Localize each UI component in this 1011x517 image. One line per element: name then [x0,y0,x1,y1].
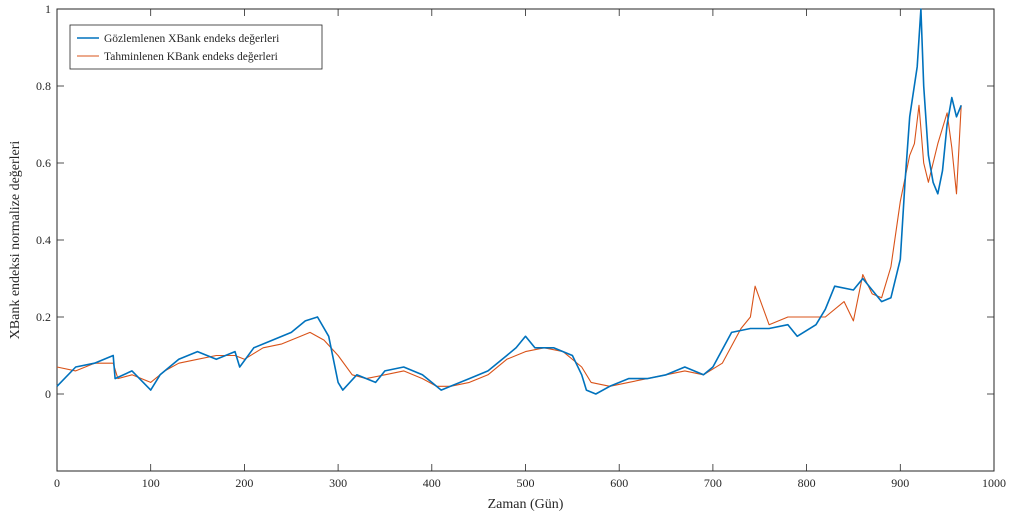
series-layer [56,8,962,395]
legend-label-observed: Gözlemlenen XBank endeks değerleri [104,33,279,45]
y-tick-label: 0.2 [36,310,51,324]
y-tick-label: 0.8 [36,79,51,93]
x-tick-label: 900 [891,476,909,490]
x-tick-label: 800 [798,476,816,490]
plot-area [56,8,995,472]
series-line-observed [56,8,962,395]
series-line-predicted [56,104,962,387]
legend: Gözlemlenen XBank endeks değerleri Tahmi… [69,24,323,70]
x-axis-label: Zaman (Gün) [488,497,564,512]
y-tick-label: 1 [45,2,51,16]
legend-box [69,24,323,70]
y-tick-label: 0 [45,387,51,401]
x-tick-label: 600 [610,476,628,490]
y-axis: 0 0.2 0.4 0.6 0.8 1 [36,2,994,401]
y-axis-label: XBank endeksi normalize değerleri [8,141,23,340]
x-tick-label: 400 [423,476,441,490]
y-tick-label: 0.6 [36,156,51,170]
x-tick-label: 0 [54,476,60,490]
y-tick-label: 0.4 [36,233,51,247]
x-tick-label: 500 [517,476,535,490]
x-axis: 0 100 200 300 400 500 600 700 800 900 1000 [54,9,1006,490]
legend-label-predicted: Tahminlenen KBank endeks değerleri [104,51,278,63]
x-tick-label: 1000 [982,476,1006,490]
x-tick-label: 300 [329,476,347,490]
x-tick-label: 100 [142,476,160,490]
x-tick-label: 200 [235,476,253,490]
x-tick-label: 700 [704,476,722,490]
